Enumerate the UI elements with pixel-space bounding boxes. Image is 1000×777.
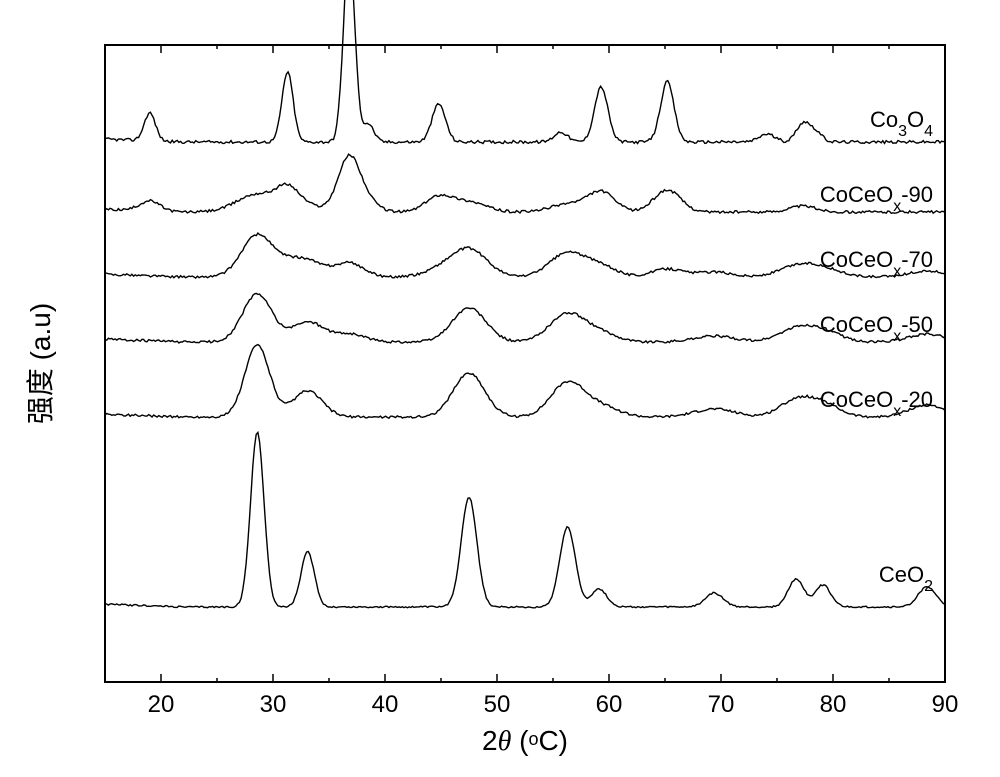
series-label: CoCeOx-20 <box>820 387 933 420</box>
x-tick-label: 20 <box>148 691 175 718</box>
series-label: CoCeOx-90 <box>820 182 933 215</box>
x-tick-label: 90 <box>932 691 959 718</box>
xrd-chart: 20 30 40 50 60 70 80 90 2θ (oC) 强度 (a.u) Co3O4 CoCe… <box>0 0 1000 777</box>
y-axis-label: 强度 (a.u) <box>25 303 56 424</box>
chart-svg: 20 30 40 50 60 70 80 90 2θ (oC) 强度 (a.u) Co3O4 CoCe… <box>0 0 1000 777</box>
x-tick-label: 80 <box>820 691 847 718</box>
series-label: CoCeOx-70 <box>820 247 933 280</box>
x-tick-label: 30 <box>260 691 287 718</box>
series-label: CeO2 <box>879 562 933 595</box>
series-label: Co3O4 <box>870 107 933 140</box>
x-tick-label: 40 <box>372 691 399 718</box>
series-label: CoCeOx-50 <box>820 312 933 345</box>
series-CeO2 <box>105 432 945 607</box>
x-axis-label: 2θ (oC) <box>482 725 568 757</box>
x-tick-label: 50 <box>484 691 511 718</box>
x-tick-label: 60 <box>596 691 623 718</box>
x-tick-label: 70 <box>708 691 735 718</box>
series-Co3O4 <box>105 0 945 143</box>
